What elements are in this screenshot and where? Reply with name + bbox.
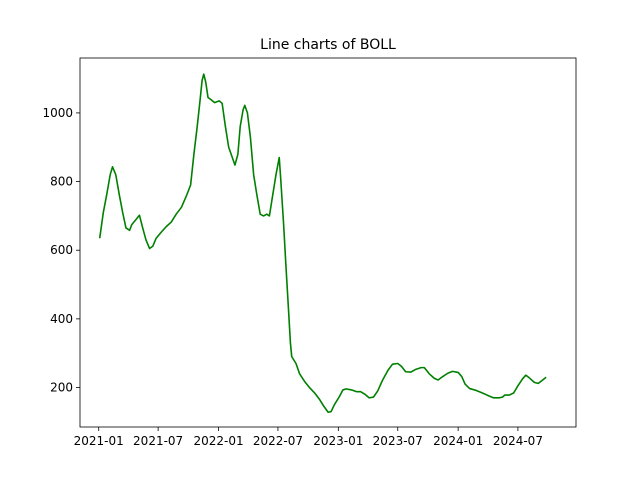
- y-tick-label: 800: [50, 175, 73, 189]
- y-tick-label: 400: [50, 312, 73, 326]
- y-tick-label: 200: [50, 381, 73, 395]
- x-tick-label: 2023-07: [373, 434, 423, 448]
- x-tick-label: 2023-01: [313, 434, 363, 448]
- x-tick-label: 2021-01: [74, 434, 124, 448]
- x-tick-label: 2022-07: [253, 434, 303, 448]
- x-tick-label: 2024-07: [493, 434, 543, 448]
- series-line: [98, 73, 547, 414]
- x-axis: 2021-01 2021-07 2022-01 2022-07 2023-01 2023-…: [74, 427, 543, 448]
- y-tick-label: 1000: [42, 106, 73, 120]
- x-tick-label: 2021-07: [133, 434, 183, 448]
- series-layer: [98, 73, 547, 414]
- x-tick-label: 2022-01: [193, 434, 243, 448]
- y-tick-label: 600: [50, 243, 73, 257]
- x-tick-label: 2024-01: [433, 434, 483, 448]
- chart-title: Line charts of BOLL: [260, 37, 396, 53]
- plot-frame: [79, 57, 577, 428]
- y-axis: 200 400 600 800 1000: [42, 106, 80, 395]
